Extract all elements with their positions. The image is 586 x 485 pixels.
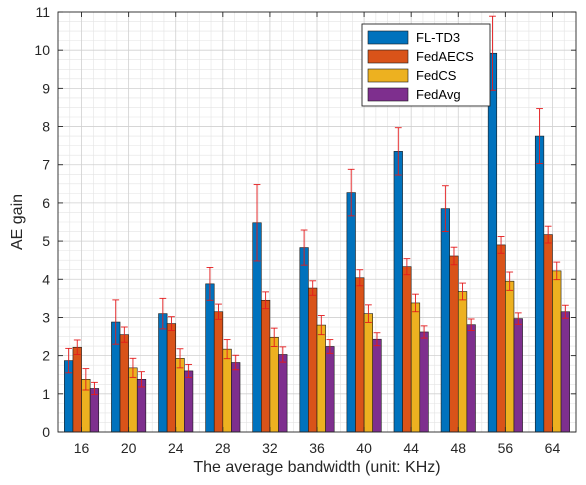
x-axis-label: The average bandwidth (unit: KHz) <box>193 459 440 476</box>
bar <box>363 313 373 433</box>
bar <box>346 192 356 433</box>
bar <box>184 370 194 433</box>
bar <box>402 266 412 433</box>
y-tick-label: 1 <box>42 386 50 402</box>
bar <box>231 362 241 433</box>
y-tick-label: 5 <box>42 233 50 249</box>
x-tick-label: 16 <box>74 440 90 456</box>
bar <box>308 287 318 433</box>
legend-swatch <box>367 30 409 45</box>
bar <box>222 348 232 433</box>
legend-label: FedCS <box>416 68 457 83</box>
bar <box>355 277 365 433</box>
bar <box>269 337 279 433</box>
y-tick-label: 3 <box>42 309 50 325</box>
bar <box>505 280 515 433</box>
bar <box>487 52 498 433</box>
bar <box>393 151 403 433</box>
bar <box>261 299 271 433</box>
bar <box>316 324 326 433</box>
x-tick-label: 44 <box>403 440 419 456</box>
x-tick-label: 24 <box>168 440 184 456</box>
bar <box>457 291 468 433</box>
y-tick-label: 11 <box>35 4 50 20</box>
y-tick-label: 7 <box>42 157 50 173</box>
bar <box>440 208 450 433</box>
bar <box>543 234 553 433</box>
bar <box>449 255 459 433</box>
x-tick-label: 28 <box>215 440 231 456</box>
bar <box>419 331 429 433</box>
x-tick-label: 32 <box>262 440 278 456</box>
bar <box>299 247 309 433</box>
x-tick-label: 48 <box>450 440 466 456</box>
bar <box>166 323 177 433</box>
legend-swatch <box>367 68 409 83</box>
legend-label: FedAECS <box>416 49 474 64</box>
x-tick-label: 36 <box>309 440 325 456</box>
x-tick-label: 20 <box>121 440 137 456</box>
legend: FL-TD3 FedAECS FedCS FedAvg <box>361 23 491 107</box>
legend-label: FedAvg <box>416 87 461 102</box>
x-tick-label: 64 <box>545 440 561 456</box>
bar <box>278 354 288 433</box>
bar <box>560 311 570 433</box>
bar <box>119 334 129 433</box>
bar <box>205 283 215 433</box>
bar <box>372 338 382 433</box>
bar <box>175 358 185 433</box>
y-axis-label: AE gain <box>9 194 26 250</box>
y-tick-label: 10 <box>34 42 50 58</box>
bar <box>466 324 476 433</box>
y-tick-label: 8 <box>42 119 50 135</box>
y-tick-label: 9 <box>42 80 50 96</box>
y-tick-label: 6 <box>42 195 50 211</box>
legend-label: FL-TD3 <box>416 30 460 45</box>
bar <box>72 346 82 433</box>
bar <box>496 244 506 433</box>
y-tick-label: 4 <box>42 271 50 287</box>
y-tick-label: 2 <box>42 348 50 364</box>
x-tick-label: 56 <box>498 440 514 456</box>
legend-swatch <box>367 87 409 102</box>
bar <box>410 302 421 433</box>
bar <box>534 135 545 433</box>
bar <box>513 318 523 433</box>
bar <box>213 311 224 433</box>
x-tick-label: 40 <box>356 440 372 456</box>
y-tick-label: 0 <box>42 424 50 440</box>
bar <box>158 313 168 433</box>
error-bars-layer <box>65 15 569 396</box>
axes-frame <box>57 11 577 433</box>
legend-swatch <box>367 49 409 64</box>
bar <box>325 346 335 433</box>
bar <box>552 270 562 433</box>
